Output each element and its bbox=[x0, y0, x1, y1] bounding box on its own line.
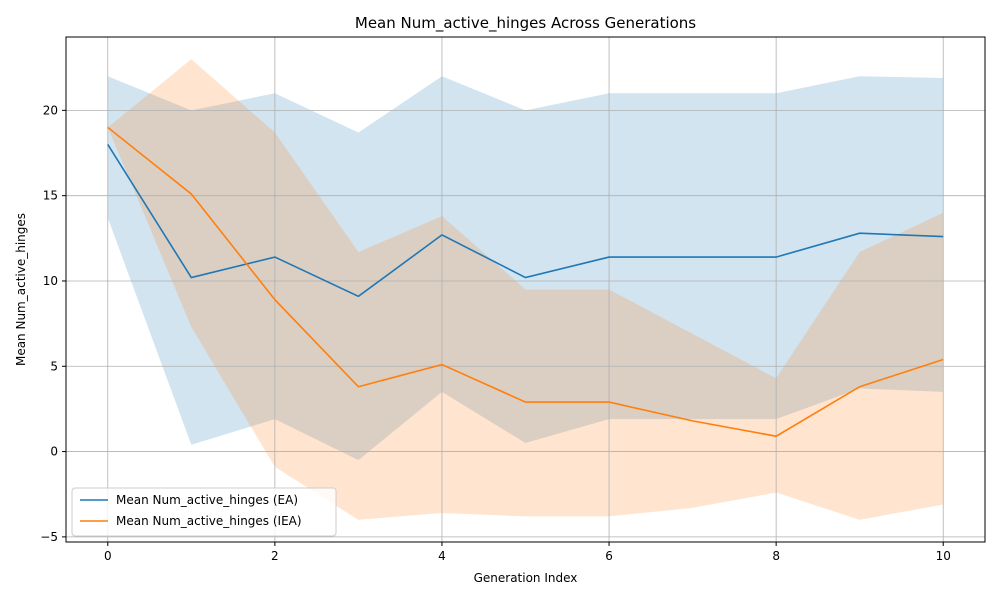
legend: Mean Num_active_hinges (EA) Mean Num_acti… bbox=[71, 487, 337, 537]
x-tick-label: 6 bbox=[605, 549, 613, 563]
x-tick-label: 0 bbox=[104, 549, 112, 563]
y-tick-label: 20 bbox=[43, 103, 58, 117]
confidence-bands bbox=[107, 59, 944, 520]
band-series-0 bbox=[107, 76, 944, 461]
band-series-1 bbox=[107, 59, 944, 520]
y-tick-label: 0 bbox=[50, 445, 58, 459]
plot-frame bbox=[65, 36, 986, 543]
series-lines bbox=[107, 126, 944, 438]
x-tick-label: 4 bbox=[438, 549, 446, 563]
chart-title: Mean Num_active_hinges Across Generation… bbox=[355, 14, 696, 33]
series-line-1 bbox=[107, 126, 944, 438]
x-tick-label: 10 bbox=[936, 549, 951, 563]
y-tick-label: −5 bbox=[40, 530, 58, 544]
y-axis-ticks: −5 0 5 10 15 20 bbox=[40, 103, 66, 544]
y-tick-label: 15 bbox=[43, 189, 58, 203]
y-tick-label: 10 bbox=[43, 274, 58, 288]
x-axis-label: Generation Index bbox=[474, 571, 578, 585]
legend-label: Mean Num_active_hinges (EA) bbox=[116, 493, 298, 507]
legend-box bbox=[71, 487, 337, 537]
x-axis-ticks: 0 2 4 6 8 10 bbox=[104, 542, 951, 563]
grid-lines bbox=[66, 37, 985, 542]
legend-label: Mean Num_active_hinges (IEA) bbox=[116, 514, 302, 528]
y-tick-label: 5 bbox=[50, 359, 58, 373]
x-tick-label: 8 bbox=[772, 549, 780, 563]
y-axis-label: Mean Num_active_hinges bbox=[14, 213, 28, 366]
x-tick-label: 2 bbox=[271, 549, 279, 563]
